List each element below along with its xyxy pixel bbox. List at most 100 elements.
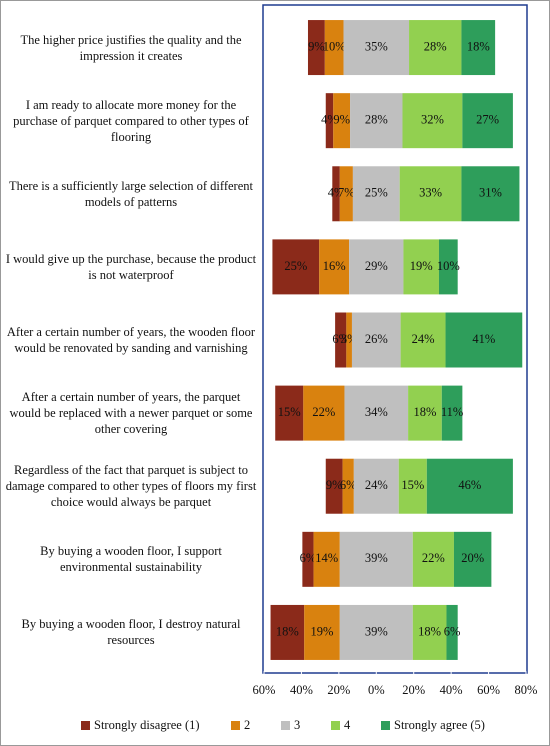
data-label: 35% <box>365 39 388 53</box>
bar-segment <box>275 385 304 441</box>
legend-swatch <box>331 721 340 730</box>
legend-swatch <box>81 721 90 730</box>
bar-segment <box>352 166 400 222</box>
legend-label: 4 <box>344 718 351 732</box>
data-label: 16% <box>323 259 346 273</box>
x-tick-label: 80% <box>515 683 538 697</box>
data-label: 6% <box>444 624 461 638</box>
bar-segment <box>313 531 340 587</box>
legend-label: Strongly disagree (1) <box>94 718 200 732</box>
category-label: After a certain number of years, the woo… <box>6 325 256 355</box>
data-label: 7% <box>338 186 355 200</box>
category-label: The higher price justifies the quality a… <box>20 32 242 63</box>
data-label: 15% <box>278 405 301 419</box>
data-label: 6% <box>332 332 349 346</box>
category-label: By buying a wooden floor, I destroy natu… <box>21 617 241 648</box>
data-label: 15% <box>401 478 424 492</box>
bar-segment <box>350 93 403 149</box>
x-tick-label: 20% <box>327 683 350 697</box>
x-tick-label: 40% <box>440 683 463 697</box>
data-label: 18% <box>413 405 436 419</box>
category-label: By buying a wooden floor, I support envi… <box>40 544 222 575</box>
legend-swatch <box>281 721 290 730</box>
bar-segment <box>400 312 446 368</box>
data-label: 27% <box>476 113 499 127</box>
category-label: There is a sufficiently large selection … <box>8 178 253 209</box>
bar-segment <box>304 604 340 660</box>
bar-segment <box>408 385 442 441</box>
category-label: I would give up the purchase, because th… <box>5 251 257 282</box>
bar-segment <box>412 531 454 587</box>
data-label: 22% <box>422 551 445 565</box>
data-label: 28% <box>365 113 388 127</box>
data-label: 18% <box>418 624 441 638</box>
bar-segment <box>302 531 314 587</box>
bar-segment <box>426 458 513 514</box>
legend-swatch <box>381 721 390 730</box>
bar-segment <box>339 531 413 587</box>
bar-segment <box>409 20 462 76</box>
bar-segment <box>333 93 351 149</box>
data-label: 25% <box>365 186 388 200</box>
data-label: 14% <box>315 551 338 565</box>
bar-segment <box>346 312 352 368</box>
bar-segment <box>325 93 334 149</box>
data-label: 24% <box>412 332 435 346</box>
bar-segment <box>332 166 340 222</box>
data-label: 32% <box>421 113 444 127</box>
x-tick-label: 20% <box>402 683 425 697</box>
category-label: Regardless of the fact that parquet is s… <box>5 463 257 510</box>
bar-segment <box>351 312 401 368</box>
data-label: 33% <box>419 186 442 200</box>
data-label: 18% <box>276 624 299 638</box>
data-label: 29% <box>365 259 388 273</box>
x-tick-label: 60% <box>477 683 500 697</box>
bar-segment <box>344 385 409 441</box>
data-label: 6% <box>340 478 357 492</box>
data-label: 19% <box>410 259 433 273</box>
data-label: 24% <box>365 478 388 492</box>
bar-segment <box>353 458 399 514</box>
data-label: 31% <box>479 186 502 200</box>
data-label: 22% <box>312 405 335 419</box>
bar-segment <box>445 312 523 368</box>
bar-segment <box>324 20 344 76</box>
bar-segment <box>342 458 354 514</box>
x-tick-label: 40% <box>290 683 313 697</box>
x-tick-label: 60% <box>253 683 276 697</box>
bar-segment <box>446 604 458 660</box>
data-label: 10% <box>323 39 346 53</box>
data-label: 19% <box>311 624 334 638</box>
data-label: 46% <box>458 478 481 492</box>
bar-segment <box>402 93 463 149</box>
legend-swatch <box>231 721 240 730</box>
bar-segment <box>438 239 458 295</box>
bar-segment <box>339 604 413 660</box>
bar-segment <box>307 20 325 76</box>
category-label: After a certain number of years, the par… <box>9 390 253 437</box>
data-label: 26% <box>365 332 388 346</box>
bar-segment <box>403 239 439 295</box>
bar-segment <box>325 458 343 514</box>
bar-segment <box>349 239 404 295</box>
data-label: 9% <box>333 113 350 127</box>
x-tick-label: 0% <box>368 683 385 697</box>
bar-segment <box>319 239 350 295</box>
data-label: 34% <box>365 405 388 419</box>
data-label: 25% <box>284 259 307 273</box>
bar-segment <box>339 166 353 222</box>
bar-segment <box>398 458 427 514</box>
data-label: 28% <box>424 39 447 53</box>
bar-segment <box>303 385 345 441</box>
bar-segment <box>270 604 305 660</box>
bar-segment <box>412 604 447 660</box>
bar-segment <box>272 239 320 295</box>
bar-segment <box>335 312 347 368</box>
bar-segment <box>453 531 492 587</box>
bar-segment <box>462 93 513 149</box>
data-label: 9% <box>308 39 325 53</box>
data-label: 9% <box>326 478 343 492</box>
bar-segment <box>461 166 520 222</box>
